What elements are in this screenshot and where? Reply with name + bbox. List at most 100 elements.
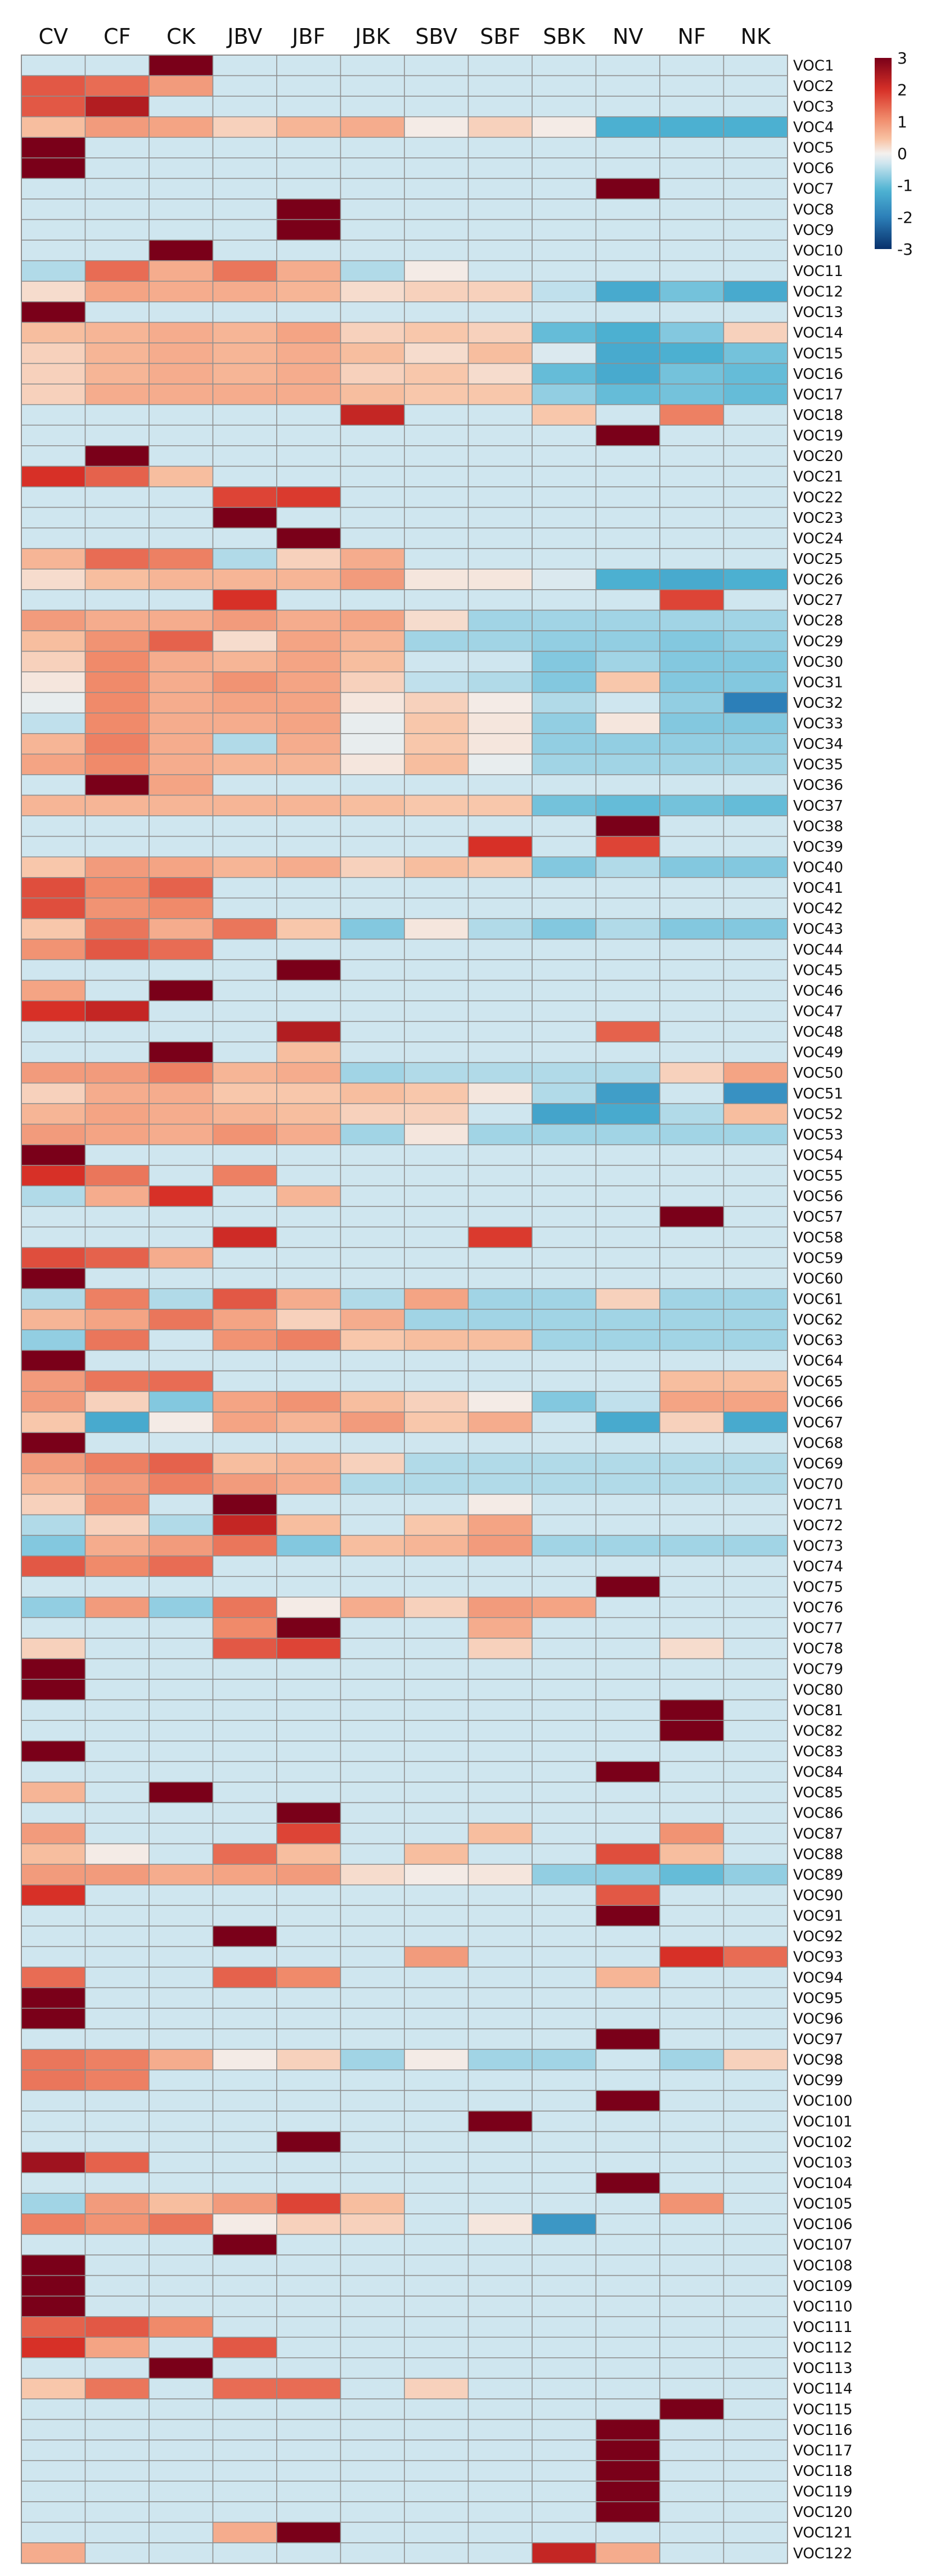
cell-voc42-jbk: [340, 897, 405, 919]
cell-voc50-nf: [659, 1062, 724, 1084]
cell-voc27-jbv: [212, 589, 277, 611]
cell-voc11-cf: [84, 260, 150, 282]
cell-voc14-nk: [723, 322, 788, 344]
column-label-jbv: JBV: [226, 24, 262, 49]
row-label-voc112: VOC112: [793, 2340, 853, 2357]
cell-voc87-cv: [21, 1823, 86, 1845]
cell-voc79-sbf: [467, 1658, 533, 1680]
cell-voc30-sbv: [404, 650, 469, 672]
cell-voc22-sbf: [467, 486, 533, 508]
cell-voc94-nv: [595, 1967, 660, 1989]
cell-voc89-jbf: [276, 1864, 341, 1886]
cell-voc27-sbk: [532, 589, 597, 611]
cell-voc80-jbk: [340, 1679, 405, 1701]
cell-voc89-sbv: [404, 1864, 469, 1886]
cell-voc70-nk: [723, 1473, 788, 1495]
cell-voc10-sbk: [532, 239, 597, 261]
cell-voc1-cv: [21, 55, 86, 76]
cell-voc9-cf: [84, 219, 150, 241]
cell-voc33-nv: [595, 712, 660, 734]
cell-voc14-cf: [84, 322, 150, 344]
cell-voc31-nk: [723, 671, 788, 693]
cell-voc35-sbf: [467, 753, 533, 775]
cell-voc36-nk: [723, 774, 788, 796]
row-label-voc23: VOC23: [793, 510, 843, 527]
cell-voc115-nv: [595, 2398, 660, 2420]
cell-voc68-nk: [723, 1432, 788, 1454]
cell-voc72-cf: [84, 1514, 150, 1536]
cell-voc49-jbf: [276, 1041, 341, 1063]
cell-voc56-jbv: [212, 1185, 277, 1207]
cell-voc36-cf: [84, 774, 150, 796]
cell-voc53-nk: [723, 1123, 788, 1145]
cell-voc33-sbv: [404, 712, 469, 734]
cell-voc122-sbv: [404, 2542, 469, 2564]
cell-voc31-jbf: [276, 671, 341, 693]
cell-voc24-nf: [659, 527, 724, 549]
cell-voc94-nk: [723, 1967, 788, 1989]
row-label-voc60: VOC60: [793, 1271, 843, 1287]
cell-voc74-sbk: [532, 1555, 597, 1577]
cell-voc62-cv: [21, 1309, 86, 1331]
cell-voc108-nk: [723, 2254, 788, 2276]
cell-voc43-nf: [659, 918, 724, 940]
cell-voc5-cf: [84, 137, 150, 159]
row-label-voc42: VOC42: [793, 901, 843, 918]
cell-voc114-sbv: [404, 2378, 469, 2399]
cell-voc89-cv: [21, 1864, 86, 1886]
cell-voc42-ck: [148, 897, 214, 919]
cell-voc85-jbk: [340, 1782, 405, 1804]
cell-voc106-sbv: [404, 2213, 469, 2235]
cell-voc6-cf: [84, 157, 150, 179]
cell-voc61-cv: [21, 1288, 86, 1310]
cell-voc37-ck: [148, 794, 214, 816]
cell-voc53-sbk: [532, 1123, 597, 1145]
cell-voc29-ck: [148, 630, 214, 652]
cell-voc73-sbk: [532, 1535, 597, 1557]
cell-voc16-ck: [148, 363, 214, 385]
cell-voc30-cv: [21, 650, 86, 672]
cell-voc75-jbk: [340, 1576, 405, 1598]
cell-voc50-jbv: [212, 1062, 277, 1084]
cell-voc33-jbf: [276, 712, 341, 734]
cell-voc41-cv: [21, 877, 86, 899]
row-label-voc99: VOC99: [793, 2072, 843, 2089]
cell-voc102-nk: [723, 2131, 788, 2153]
cell-voc37-cf: [84, 794, 150, 816]
cell-voc117-jbk: [340, 2439, 405, 2461]
cell-voc27-sbf: [467, 589, 533, 611]
cell-voc42-cv: [21, 897, 86, 919]
cell-voc37-sbk: [532, 794, 597, 816]
cell-voc117-jbv: [212, 2439, 277, 2461]
cell-voc25-nf: [659, 548, 724, 570]
cell-voc1-nf: [659, 55, 724, 76]
cell-voc42-nk: [723, 897, 788, 919]
cell-voc32-sbv: [404, 692, 469, 713]
cell-voc96-nk: [723, 2008, 788, 2030]
row-label-voc10: VOC10: [793, 242, 843, 259]
cell-voc118-nf: [659, 2460, 724, 2482]
cell-voc13-sbk: [532, 301, 597, 323]
cell-voc60-nv: [595, 1267, 660, 1289]
colorbar-tick-label: 0: [897, 144, 907, 163]
row-label-voc85: VOC85: [793, 1784, 843, 1801]
cell-voc39-jbv: [212, 835, 277, 857]
cell-voc29-jbk: [340, 630, 405, 652]
cell-voc100-sbv: [404, 2090, 469, 2112]
cell-voc32-sbk: [532, 692, 597, 713]
cell-voc81-nf: [659, 1699, 724, 1721]
cell-voc29-nk: [723, 630, 788, 652]
cell-voc83-cv: [21, 1740, 86, 1762]
cell-voc93-ck: [148, 1946, 214, 1968]
cell-voc46-sbv: [404, 979, 469, 1001]
cell-voc69-ck: [148, 1453, 214, 1475]
row-label-voc97: VOC97: [793, 2031, 843, 2048]
cell-voc49-nv: [595, 1041, 660, 1063]
cell-voc89-nk: [723, 1864, 788, 1886]
row-label-voc49: VOC49: [793, 1045, 843, 1061]
cell-voc81-jbv: [212, 1699, 277, 1721]
cell-voc25-cv: [21, 548, 86, 570]
cell-voc118-sbf: [467, 2460, 533, 2482]
cell-voc69-sbv: [404, 1453, 469, 1475]
row-label-voc107: VOC107: [793, 2237, 853, 2254]
